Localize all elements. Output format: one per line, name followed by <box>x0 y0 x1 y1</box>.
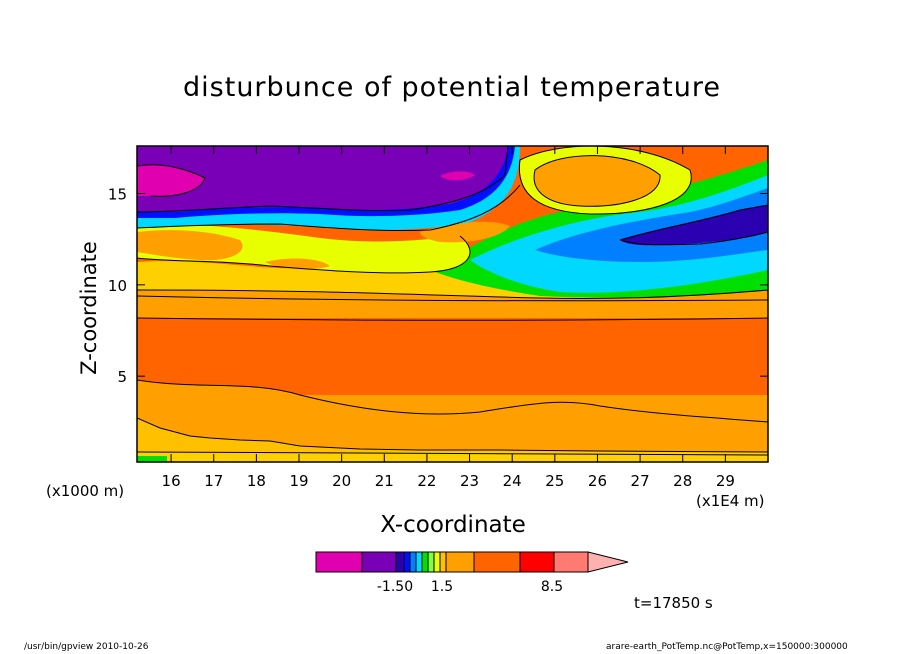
y-axis-ticks: 5 10 15 <box>108 185 768 386</box>
y-axis-unit: (x1000 m) <box>46 482 125 500</box>
colorbar-cell <box>473 551 521 573</box>
contour-bottom <box>137 418 768 462</box>
x-axis-ticks: 16 17 18 19 20 21 22 23 24 25 26 27 28 29 <box>162 146 735 490</box>
colorbar-cell <box>433 551 441 573</box>
colorbar-cell <box>361 551 397 573</box>
contour-blue <box>535 188 768 262</box>
colorbar-cell <box>315 551 363 573</box>
y-axis-label: Z-coordinate <box>77 241 101 375</box>
band-ground <box>137 452 768 462</box>
x-tick-label: 25 <box>545 472 564 490</box>
x-tick-label: 26 <box>588 472 607 490</box>
y-tick-label: 15 <box>108 185 127 203</box>
y-tick-label: 5 <box>117 368 127 386</box>
x-tick-label: 23 <box>460 472 479 490</box>
colorbar-label: -1.50 <box>377 579 413 595</box>
colorbar-label: 8.5 <box>541 579 563 595</box>
contour-bubble-inner <box>534 155 661 207</box>
colorbar-arrow <box>587 551 629 573</box>
x-axis-unit: (x1E4 m) <box>696 492 765 510</box>
x-tick-label: 18 <box>247 472 266 490</box>
contour-mid-orange-left <box>137 230 243 261</box>
colorbar-cell <box>427 551 435 573</box>
time-label: t=17850 s <box>634 594 713 612</box>
y-tick-label: 10 <box>108 277 127 295</box>
band-ground-green <box>137 456 167 462</box>
x-tick-label: 20 <box>332 472 351 490</box>
colorbar-cell <box>415 551 423 573</box>
x-tick-label: 17 <box>204 472 223 490</box>
colorbar: -1.50 1.5 8.5 <box>315 551 629 595</box>
footer-right: arare-earth_PotTemp.nc@PotTemp,x=150000:… <box>606 642 848 652</box>
chart-title: disturbunce of potential temperature <box>183 72 721 103</box>
contour-lower-boundary <box>137 380 768 462</box>
colorbar-cell <box>439 551 447 573</box>
colorbar-cell <box>421 551 429 573</box>
contour-cold-magenta <box>137 164 205 197</box>
contour-cold-magenta-small <box>440 171 475 181</box>
x-tick-label: 29 <box>716 472 735 490</box>
x-axis-label: X-coordinate <box>380 512 526 538</box>
contour-field <box>137 146 768 462</box>
colorbar-cell <box>519 551 555 573</box>
x-tick-label: 16 <box>162 472 181 490</box>
contour-cold-purple <box>137 146 508 212</box>
x-tick-label: 22 <box>417 472 436 490</box>
colorbar-cell <box>445 551 475 573</box>
contour-deep-blue <box>620 205 768 246</box>
colorbar-cell <box>409 551 417 573</box>
footer-left: /usr/bin/gpview 2010-10-26 <box>24 642 149 652</box>
x-tick-label: 19 <box>289 472 308 490</box>
colorbar-cell <box>395 551 405 573</box>
x-tick-label: 24 <box>503 472 522 490</box>
x-tick-label: 28 <box>673 472 692 490</box>
colorbar-label: 1.5 <box>431 579 453 595</box>
colorbar-cell <box>553 551 589 573</box>
x-tick-label: 21 <box>375 472 394 490</box>
colorbar-cell <box>403 551 411 573</box>
plot-frame <box>136 145 769 463</box>
x-tick-label: 27 <box>631 472 650 490</box>
